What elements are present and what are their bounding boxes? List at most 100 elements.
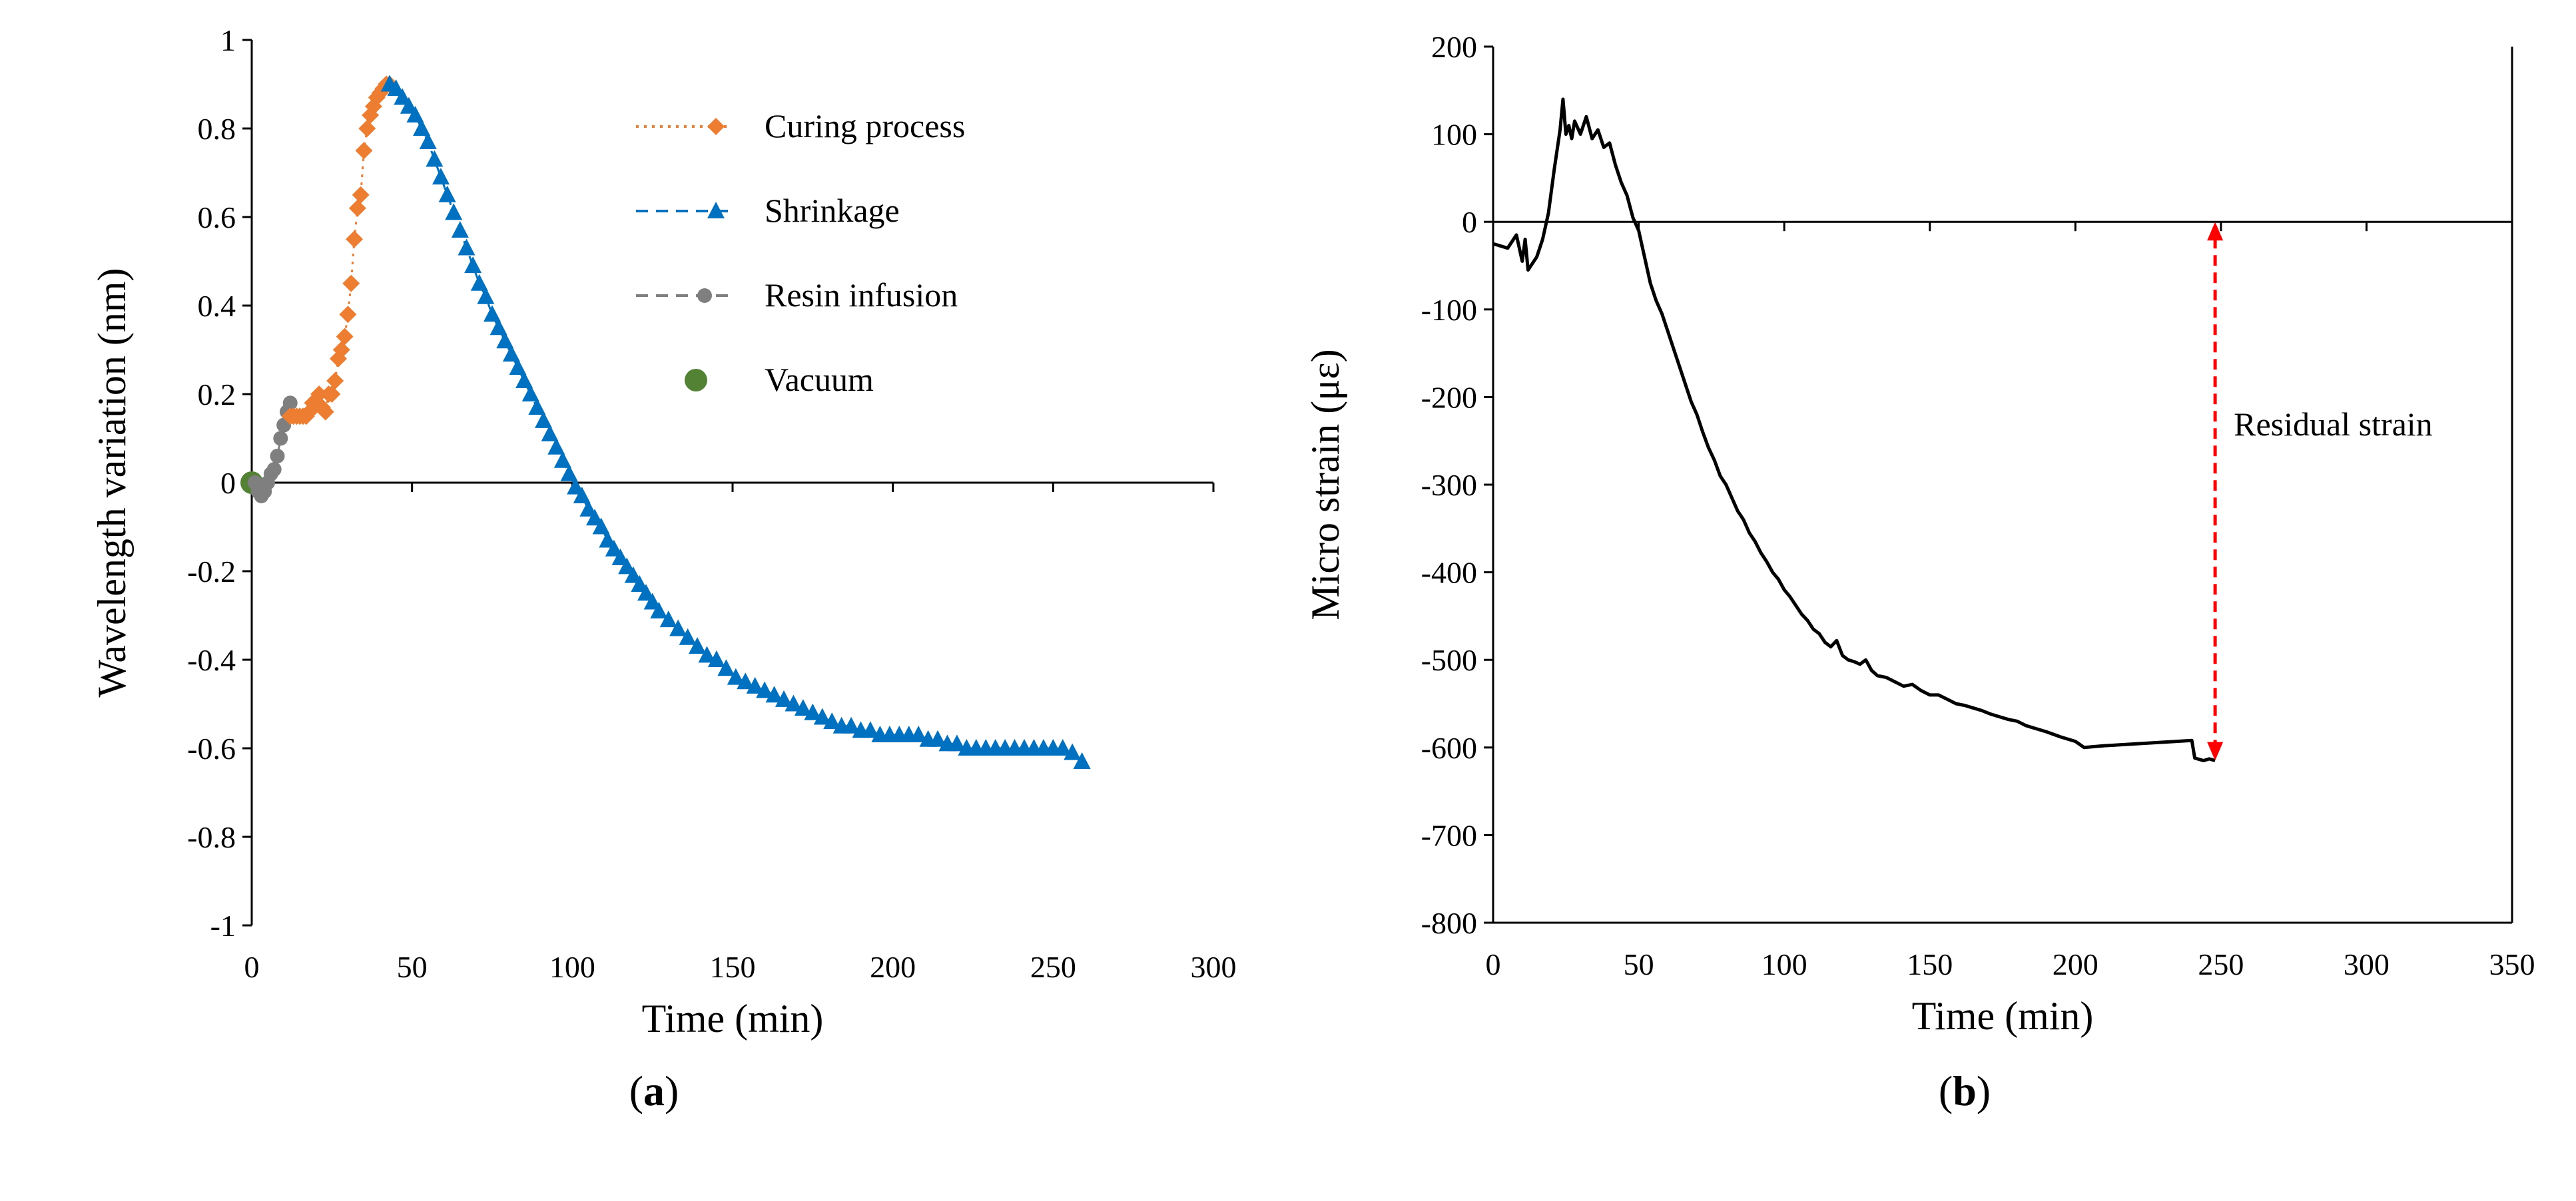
y-tick-label: 0.8	[198, 112, 236, 146]
y-tick-label: -600	[1421, 731, 1477, 765]
data-point-shrinkage	[794, 699, 812, 716]
data-point-shrinkage	[489, 318, 507, 336]
data-point-shrinkage	[605, 539, 623, 557]
x-tick-label: 150	[1907, 947, 1953, 981]
residual-arrow-head-up	[2207, 222, 2224, 241]
x-tick-label: 200	[870, 950, 916, 984]
legend-label-vacuum: Vacuum	[765, 361, 874, 398]
y-tick-label: 0.2	[198, 377, 236, 411]
data-point-shrinkage	[861, 721, 879, 738]
caption-a-open: (	[629, 1067, 643, 1114]
data-point-shrinkage	[698, 646, 716, 663]
legend-label-resin: Resin infusion	[765, 276, 958, 314]
y-tick-label: -1	[210, 909, 236, 943]
data-point-shrinkage	[483, 305, 501, 322]
residual-arrow-head-down	[2207, 742, 2224, 761]
x-tick-label: 250	[2198, 947, 2244, 981]
data-point-curing	[348, 199, 366, 217]
y-tick-label: -0.4	[187, 643, 236, 677]
x-tick-label: 200	[2053, 947, 2098, 981]
data-point-shrinkage	[521, 385, 539, 401]
data-point-shrinkage	[394, 88, 412, 105]
data-point-shrinkage	[470, 274, 488, 291]
legend-marker-curing	[707, 118, 725, 135]
chart-b: -800 -700 -600 -500 -400 -300 -200 -100 0 100 200 0…	[1303, 30, 2535, 1038]
data-point-shrinkage	[528, 397, 546, 415]
y-tick-label: -400	[1421, 556, 1477, 590]
data-point-shrinkage	[727, 668, 745, 685]
y-tick-label: 200	[1431, 30, 1477, 64]
data-point-shrinkage	[813, 708, 831, 725]
x-tick-label: 0	[244, 950, 260, 984]
data-point-shrinkage	[1054, 739, 1072, 756]
data-point-shrinkage	[637, 584, 655, 601]
y-tick-label: 0.4	[198, 289, 236, 323]
x-tick-label: 350	[2489, 947, 2535, 981]
data-point-shrinkage	[611, 549, 629, 566]
data-point-shrinkage	[618, 557, 636, 575]
y-tick-label: -0.8	[187, 820, 236, 854]
data-point-curing	[316, 403, 334, 421]
series-line-curing	[290, 83, 390, 417]
data-point-shrinkage	[599, 531, 617, 548]
data-point-curing	[329, 350, 347, 367]
svg-text:(a): (a)	[629, 1067, 679, 1114]
data-point-shrinkage	[1073, 752, 1091, 769]
data-point-shrinkage	[929, 730, 947, 747]
data-point-shrinkage	[737, 672, 755, 690]
data-point-shrinkage	[445, 203, 463, 220]
chart-a: -1 -0.8 -0.6 -0.4 -0.2 0 0.2 0.4 0.6 0.8 1 0 50 100 15…	[90, 23, 1237, 1041]
x-tick-label: 50	[1624, 947, 1654, 981]
legend-label-shrinkage: Shrinkage	[765, 192, 900, 229]
y-tick-label: 0	[1462, 205, 1477, 239]
x-tick-label: 250	[1030, 950, 1076, 984]
data-point-shrinkage	[756, 681, 774, 698]
data-point-shrinkage	[438, 185, 456, 202]
data-point-shrinkage	[1064, 743, 1082, 760]
data-point-shrinkage	[842, 716, 860, 734]
data-point-shrinkage	[586, 509, 604, 526]
data-point-shrinkage	[910, 726, 928, 743]
data-point-shrinkage	[477, 287, 495, 304]
data-point-shrinkage	[823, 712, 841, 730]
caption-a: (a)	[629, 1067, 679, 1114]
strain-series-line	[1492, 97, 2216, 763]
data-point-shrinkage	[717, 659, 735, 676]
legend-item-shrinkage: Shrinkage	[636, 192, 900, 229]
data-point-shrinkage	[650, 601, 668, 618]
data-point-curing	[323, 385, 341, 403]
caption-b-close: )	[1977, 1067, 1991, 1114]
y-tick-label: 1	[220, 23, 236, 57]
y-tick-label: -500	[1421, 643, 1477, 677]
data-point-shrinkage	[679, 628, 697, 645]
data-point-shrinkage	[553, 451, 571, 468]
data-point-curing	[352, 186, 370, 204]
x-tick-label: 50	[397, 950, 428, 984]
y-tick-label: -700	[1421, 818, 1477, 852]
legend-marker-shrinkage	[707, 202, 725, 218]
y-tick-label: -200	[1421, 380, 1477, 414]
data-point-shrinkage	[426, 150, 444, 167]
data-point-shrinkage	[804, 703, 822, 720]
data-point-shrinkage	[419, 132, 437, 149]
data-point-shrinkage	[502, 345, 520, 362]
data-point-shrinkage	[432, 168, 450, 185]
data-point-shrinkage	[560, 464, 578, 481]
x-tick-label: 300	[2344, 947, 2390, 981]
y-axis-title: Wavelength variation (nm)	[90, 268, 134, 698]
data-point-shrinkage	[400, 97, 418, 114]
data-point-shrinkage	[659, 610, 677, 628]
y-tick-label: 0.6	[198, 200, 236, 234]
x-axis-title: Time (min)	[642, 997, 824, 1041]
data-point-curing	[332, 341, 350, 359]
y-tick-label: -800	[1421, 906, 1477, 940]
data-point-curing	[346, 230, 364, 248]
x-tick-label: 100	[549, 950, 595, 984]
data-point-shrinkage	[579, 499, 597, 517]
data-point-curing	[358, 120, 376, 137]
data-point-resin	[282, 395, 298, 411]
x-tick-label: 100	[1762, 947, 1807, 981]
data-point-shrinkage	[509, 358, 527, 375]
data-point-shrinkage	[765, 686, 783, 703]
data-point-shrinkage	[746, 676, 764, 694]
